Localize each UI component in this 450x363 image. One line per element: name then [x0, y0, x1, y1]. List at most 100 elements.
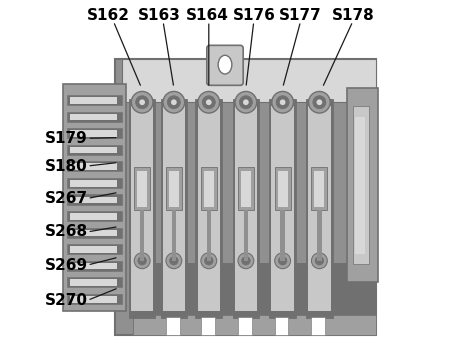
FancyBboxPatch shape: [70, 230, 117, 236]
FancyBboxPatch shape: [67, 195, 122, 205]
FancyBboxPatch shape: [235, 106, 257, 311]
FancyBboxPatch shape: [306, 99, 333, 318]
FancyBboxPatch shape: [67, 244, 122, 254]
Circle shape: [204, 256, 213, 265]
FancyBboxPatch shape: [356, 117, 365, 253]
FancyBboxPatch shape: [129, 99, 156, 318]
Circle shape: [201, 253, 217, 269]
Circle shape: [313, 96, 326, 109]
FancyBboxPatch shape: [67, 228, 122, 238]
FancyBboxPatch shape: [315, 171, 324, 207]
FancyBboxPatch shape: [278, 171, 288, 207]
Text: S178: S178: [332, 8, 374, 23]
FancyBboxPatch shape: [195, 99, 222, 318]
FancyBboxPatch shape: [207, 45, 243, 85]
Circle shape: [239, 96, 252, 109]
Text: S269: S269: [45, 258, 88, 273]
FancyBboxPatch shape: [67, 95, 122, 105]
FancyBboxPatch shape: [353, 106, 369, 264]
FancyBboxPatch shape: [317, 210, 322, 261]
Circle shape: [309, 91, 330, 113]
Circle shape: [272, 91, 293, 113]
Text: S177: S177: [279, 8, 322, 23]
FancyBboxPatch shape: [70, 213, 117, 220]
Circle shape: [134, 253, 150, 269]
FancyBboxPatch shape: [67, 161, 122, 171]
Circle shape: [311, 253, 327, 269]
Circle shape: [139, 99, 145, 105]
FancyBboxPatch shape: [308, 106, 331, 311]
FancyBboxPatch shape: [70, 147, 117, 154]
FancyBboxPatch shape: [70, 130, 117, 137]
FancyBboxPatch shape: [67, 294, 122, 304]
FancyBboxPatch shape: [137, 171, 147, 207]
Circle shape: [235, 91, 256, 113]
Circle shape: [274, 253, 291, 269]
FancyBboxPatch shape: [70, 97, 117, 104]
Text: S270: S270: [45, 293, 88, 308]
Text: S268: S268: [45, 224, 88, 240]
Circle shape: [243, 99, 249, 105]
FancyBboxPatch shape: [67, 178, 122, 188]
FancyBboxPatch shape: [67, 277, 122, 287]
FancyBboxPatch shape: [70, 197, 117, 203]
Ellipse shape: [218, 55, 232, 74]
Circle shape: [198, 91, 220, 113]
FancyBboxPatch shape: [198, 106, 220, 311]
FancyBboxPatch shape: [201, 167, 217, 210]
Text: S163: S163: [138, 8, 181, 23]
FancyBboxPatch shape: [70, 263, 117, 269]
Circle shape: [316, 99, 322, 105]
FancyBboxPatch shape: [67, 128, 122, 138]
FancyBboxPatch shape: [274, 167, 291, 210]
FancyBboxPatch shape: [67, 145, 122, 155]
FancyBboxPatch shape: [274, 317, 288, 335]
Text: S180: S180: [45, 159, 88, 174]
FancyBboxPatch shape: [131, 106, 153, 311]
FancyBboxPatch shape: [166, 167, 182, 210]
Circle shape: [171, 99, 177, 105]
FancyBboxPatch shape: [201, 317, 215, 335]
Circle shape: [131, 91, 153, 113]
Circle shape: [280, 99, 285, 105]
Text: S267: S267: [45, 191, 88, 206]
Circle shape: [276, 96, 289, 109]
FancyBboxPatch shape: [311, 167, 327, 210]
FancyBboxPatch shape: [133, 315, 376, 335]
FancyBboxPatch shape: [238, 317, 252, 335]
FancyBboxPatch shape: [280, 210, 285, 261]
FancyBboxPatch shape: [238, 167, 254, 210]
FancyBboxPatch shape: [70, 180, 117, 187]
FancyBboxPatch shape: [70, 246, 117, 253]
Circle shape: [206, 99, 211, 105]
Circle shape: [315, 256, 324, 265]
FancyBboxPatch shape: [67, 111, 122, 122]
Circle shape: [170, 256, 178, 265]
FancyBboxPatch shape: [67, 211, 122, 221]
Circle shape: [163, 91, 184, 113]
FancyBboxPatch shape: [163, 106, 185, 311]
FancyBboxPatch shape: [311, 317, 325, 335]
FancyBboxPatch shape: [122, 59, 376, 102]
FancyBboxPatch shape: [133, 262, 376, 335]
Text: S164: S164: [186, 8, 229, 23]
Circle shape: [166, 253, 182, 269]
FancyBboxPatch shape: [63, 84, 126, 311]
FancyBboxPatch shape: [70, 163, 117, 170]
FancyBboxPatch shape: [233, 99, 259, 318]
FancyBboxPatch shape: [70, 280, 117, 286]
Circle shape: [135, 96, 148, 109]
FancyBboxPatch shape: [70, 114, 117, 120]
Circle shape: [242, 256, 250, 265]
Circle shape: [138, 256, 146, 265]
Text: S179: S179: [45, 131, 88, 146]
Circle shape: [238, 253, 254, 269]
FancyBboxPatch shape: [204, 171, 214, 207]
FancyBboxPatch shape: [241, 171, 251, 207]
FancyBboxPatch shape: [169, 171, 179, 207]
FancyBboxPatch shape: [207, 210, 211, 261]
Text: S162: S162: [86, 8, 130, 23]
FancyBboxPatch shape: [271, 106, 294, 311]
FancyBboxPatch shape: [166, 317, 180, 335]
FancyBboxPatch shape: [67, 261, 122, 271]
